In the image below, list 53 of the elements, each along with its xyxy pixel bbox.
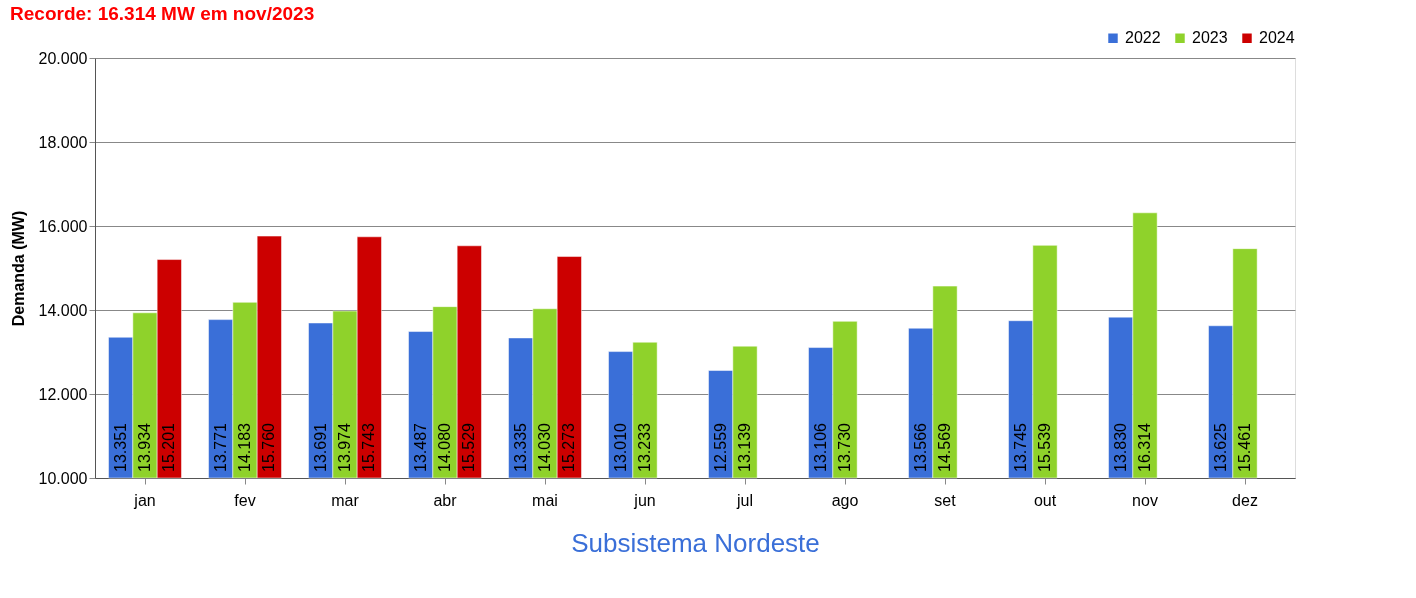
x-tick-label: ago <box>831 491 859 509</box>
x-axis-title: Subsistema Nordeste <box>571 527 820 558</box>
chart-title: Recorde: 16.314 MW em nov/2023 <box>10 3 315 24</box>
x-tick-label: jul <box>735 491 754 509</box>
y-tick-label: 18.000 <box>38 133 88 151</box>
data-label: 12.559 <box>711 422 729 472</box>
legend-label: 2024 <box>1259 29 1295 47</box>
x-tick-label: out <box>1033 491 1057 509</box>
y-tick-label: 16.000 <box>38 217 88 235</box>
data-label: 13.974 <box>336 422 353 472</box>
x-tick-label: abr <box>433 491 458 509</box>
y-tick-label: 12.000 <box>38 385 88 403</box>
x-tick-label: nov <box>1132 491 1158 509</box>
x-tick-label: fev <box>234 491 256 509</box>
data-label: 15.201 <box>160 422 178 472</box>
legend-label: 2022 <box>1125 29 1161 47</box>
x-tick-label: dez <box>1232 491 1258 509</box>
data-label: 13.730 <box>836 422 853 472</box>
data-label: 13.010 <box>611 422 629 472</box>
data-label: 13.934 <box>136 422 153 472</box>
x-tick-label: mar <box>331 491 360 509</box>
data-label: 14.183 <box>236 422 253 472</box>
data-label: 14.569 <box>936 422 953 472</box>
data-label: 15.760 <box>260 422 278 472</box>
data-label: 13.487 <box>411 422 429 472</box>
data-label: 13.771 <box>211 422 229 472</box>
data-label: 15.461 <box>1236 422 1253 472</box>
data-label: 14.080 <box>436 422 453 472</box>
x-tick-label: set <box>934 491 957 509</box>
x-tick-label: jun <box>633 491 656 509</box>
data-label: 13.830 <box>1111 422 1129 472</box>
data-label: 13.139 <box>736 422 753 472</box>
data-label: 13.691 <box>311 422 329 472</box>
y-axis-title: Demanda (MW) <box>9 210 27 327</box>
x-tick-label: jan <box>133 491 156 509</box>
legend-label: 2023 <box>1192 29 1228 47</box>
y-tick-label: 20.000 <box>38 49 88 67</box>
data-label: 15.529 <box>460 422 478 472</box>
data-label: 15.273 <box>560 422 578 472</box>
data-label: 13.566 <box>911 422 929 472</box>
data-label: 13.745 <box>1011 422 1029 472</box>
data-label: 13.625 <box>1211 422 1229 472</box>
y-tick-label: 14.000 <box>38 301 88 319</box>
data-label: 13.106 <box>811 422 829 472</box>
y-tick-label: 10.000 <box>38 469 88 487</box>
data-label: 14.030 <box>536 422 553 472</box>
data-label: 13.335 <box>511 422 529 472</box>
data-label: 13.233 <box>636 422 653 472</box>
x-tick-label: mai <box>532 491 558 509</box>
data-label: 15.539 <box>1036 422 1053 472</box>
data-label: 13.351 <box>111 422 129 472</box>
data-label: 16.314 <box>1136 422 1153 472</box>
data-label: 15.743 <box>360 422 378 472</box>
